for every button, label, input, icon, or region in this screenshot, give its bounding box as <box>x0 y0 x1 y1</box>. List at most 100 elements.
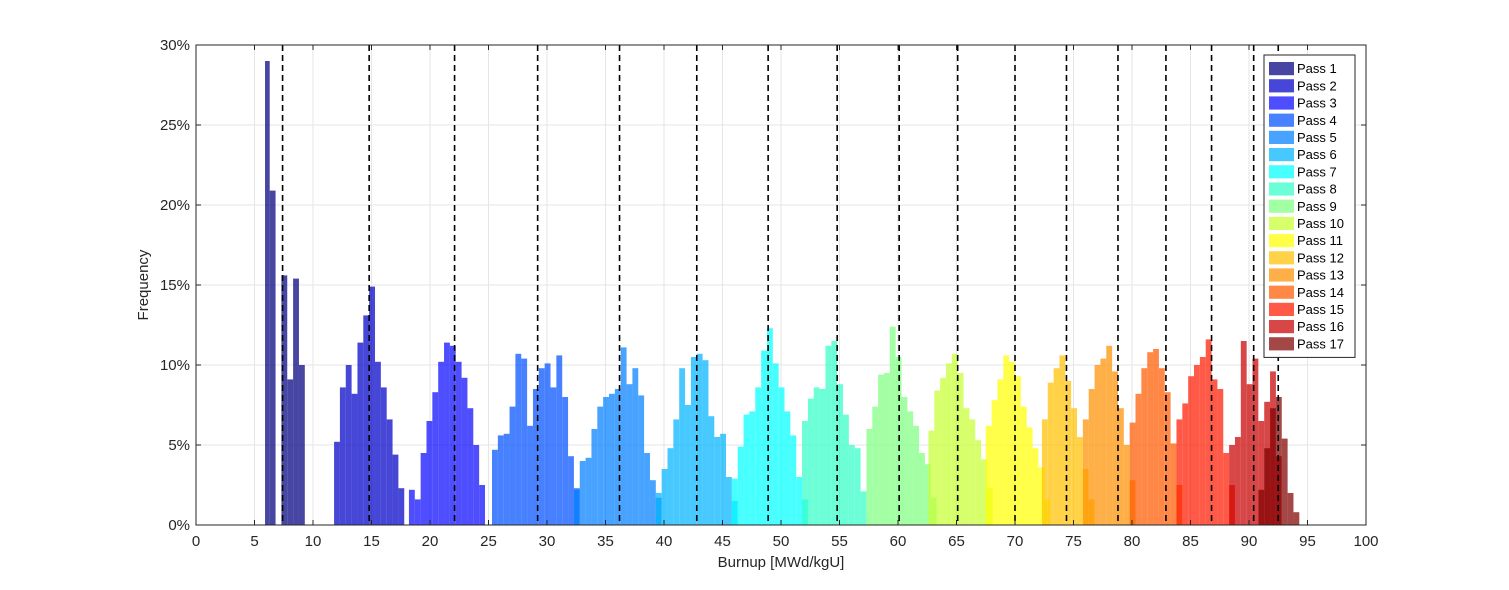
legend-swatch <box>1269 182 1294 196</box>
histogram-bar <box>1205 339 1212 525</box>
plot-area: 0 5 10 15 20 25 30 35 40 45 50 55 60 65 70 75 80 85 90 95 10… <box>160 37 1379 550</box>
histogram-bar <box>432 392 439 525</box>
histogram-bar <box>1141 368 1148 525</box>
histogram-bar <box>1176 419 1183 525</box>
histogram-bar <box>420 453 427 525</box>
legend-entry: Pass 16 <box>1297 319 1344 334</box>
histogram-bar <box>1252 358 1259 525</box>
histogram-bar <box>883 373 890 525</box>
histogram-bar <box>720 433 727 525</box>
histogram-bar <box>386 419 393 525</box>
series-2 <box>334 286 405 525</box>
histogram-bar <box>749 411 756 525</box>
legend-entry: Pass 2 <box>1297 78 1337 93</box>
legend-entry: Pass 10 <box>1297 216 1344 231</box>
x-tick-label: 50 <box>773 533 790 550</box>
histogram-bar <box>632 368 639 525</box>
histogram-bar <box>963 408 970 525</box>
histogram-bar <box>1094 365 1101 525</box>
histogram-bar <box>281 275 288 525</box>
histogram-bar <box>1065 381 1072 525</box>
histogram-bar <box>661 469 668 525</box>
legend-swatch <box>1269 285 1294 299</box>
histogram-bar <box>544 363 551 525</box>
histogram-bar <box>975 440 982 525</box>
histogram-bar <box>866 429 873 525</box>
histogram-bar <box>1217 389 1224 525</box>
series-3 <box>408 342 485 525</box>
legend-entry: Pass 1 <box>1297 61 1337 76</box>
histogram-bar <box>1112 371 1118 525</box>
histogram-bar <box>369 286 376 525</box>
histogram-bar <box>969 419 976 525</box>
histogram-bar <box>509 406 516 525</box>
y-tick-label: 15% <box>160 277 190 294</box>
histogram-bar <box>1129 422 1136 525</box>
histogram-bar <box>479 485 485 525</box>
histogram-bar <box>761 350 767 525</box>
histogram-bar <box>1287 493 1294 525</box>
histogram-bar <box>945 363 952 525</box>
x-tick-label: 75 <box>1065 533 1082 550</box>
histogram-bar <box>532 389 539 525</box>
legend-entry: Pass 4 <box>1297 113 1337 128</box>
histogram-bar <box>1158 368 1165 525</box>
histogram-bar <box>837 384 844 525</box>
x-tick-label: 0 <box>192 533 200 550</box>
y-tick-label: 5% <box>168 437 190 454</box>
y-axis-label: Frequency <box>135 249 152 320</box>
legend-swatch <box>1269 251 1294 265</box>
histogram-bar <box>813 387 820 525</box>
histogram-bar <box>1071 408 1078 525</box>
histogram-bar <box>807 398 814 525</box>
histogram-bar <box>550 387 557 525</box>
histogram-bar <box>351 393 358 525</box>
histogram-bar <box>825 345 832 525</box>
x-tick-label: 10 <box>305 533 322 550</box>
series-4 <box>492 353 580 525</box>
histogram-bar <box>997 379 1004 525</box>
histogram-bar <box>819 389 826 525</box>
histogram-bar <box>1223 453 1230 525</box>
histogram-bar <box>981 459 987 525</box>
histogram-bar <box>690 357 697 525</box>
legend-entry: Pass 5 <box>1297 130 1337 145</box>
histogram-bar <box>408 489 415 525</box>
histogram-bar <box>1199 357 1206 525</box>
x-tick-label: 25 <box>480 533 497 550</box>
histogram-bar <box>1053 368 1060 525</box>
histogram-bar <box>772 363 779 525</box>
y-tick-label: 10% <box>160 357 190 374</box>
histogram-bar <box>696 353 703 525</box>
series-5 <box>573 347 662 525</box>
histogram-bar <box>957 373 964 525</box>
histogram-bar <box>1182 403 1189 525</box>
histogram-bar <box>889 326 896 525</box>
histogram-bar <box>1038 467 1045 525</box>
histogram-bar <box>907 411 914 525</box>
histogram-bar <box>924 464 931 525</box>
histogram-bar <box>1170 443 1177 525</box>
histogram-bar <box>626 384 633 525</box>
histogram-bar <box>1246 384 1253 525</box>
x-tick-label: 95 <box>1299 533 1316 550</box>
histogram-bar <box>737 446 744 525</box>
histogram-bar <box>375 361 381 525</box>
histogram-bar <box>831 341 838 525</box>
histogram-bar <box>1264 448 1271 525</box>
x-tick-label: 5 <box>250 533 258 550</box>
histogram-bar <box>1003 355 1010 525</box>
histogram-bar <box>784 411 791 525</box>
legend-swatch <box>1269 113 1294 127</box>
histogram-bar <box>714 437 721 525</box>
histogram-bar <box>620 347 627 525</box>
histogram-bar <box>638 395 645 525</box>
legend-entry: Pass 7 <box>1297 164 1337 179</box>
histogram-bar <box>860 491 867 525</box>
histogram-bar <box>287 379 294 525</box>
histogram-bar <box>673 419 680 525</box>
legend-swatch <box>1269 199 1294 213</box>
histogram-bar <box>644 453 650 525</box>
histogram-bar <box>1123 445 1130 525</box>
histogram-bar <box>573 489 580 525</box>
